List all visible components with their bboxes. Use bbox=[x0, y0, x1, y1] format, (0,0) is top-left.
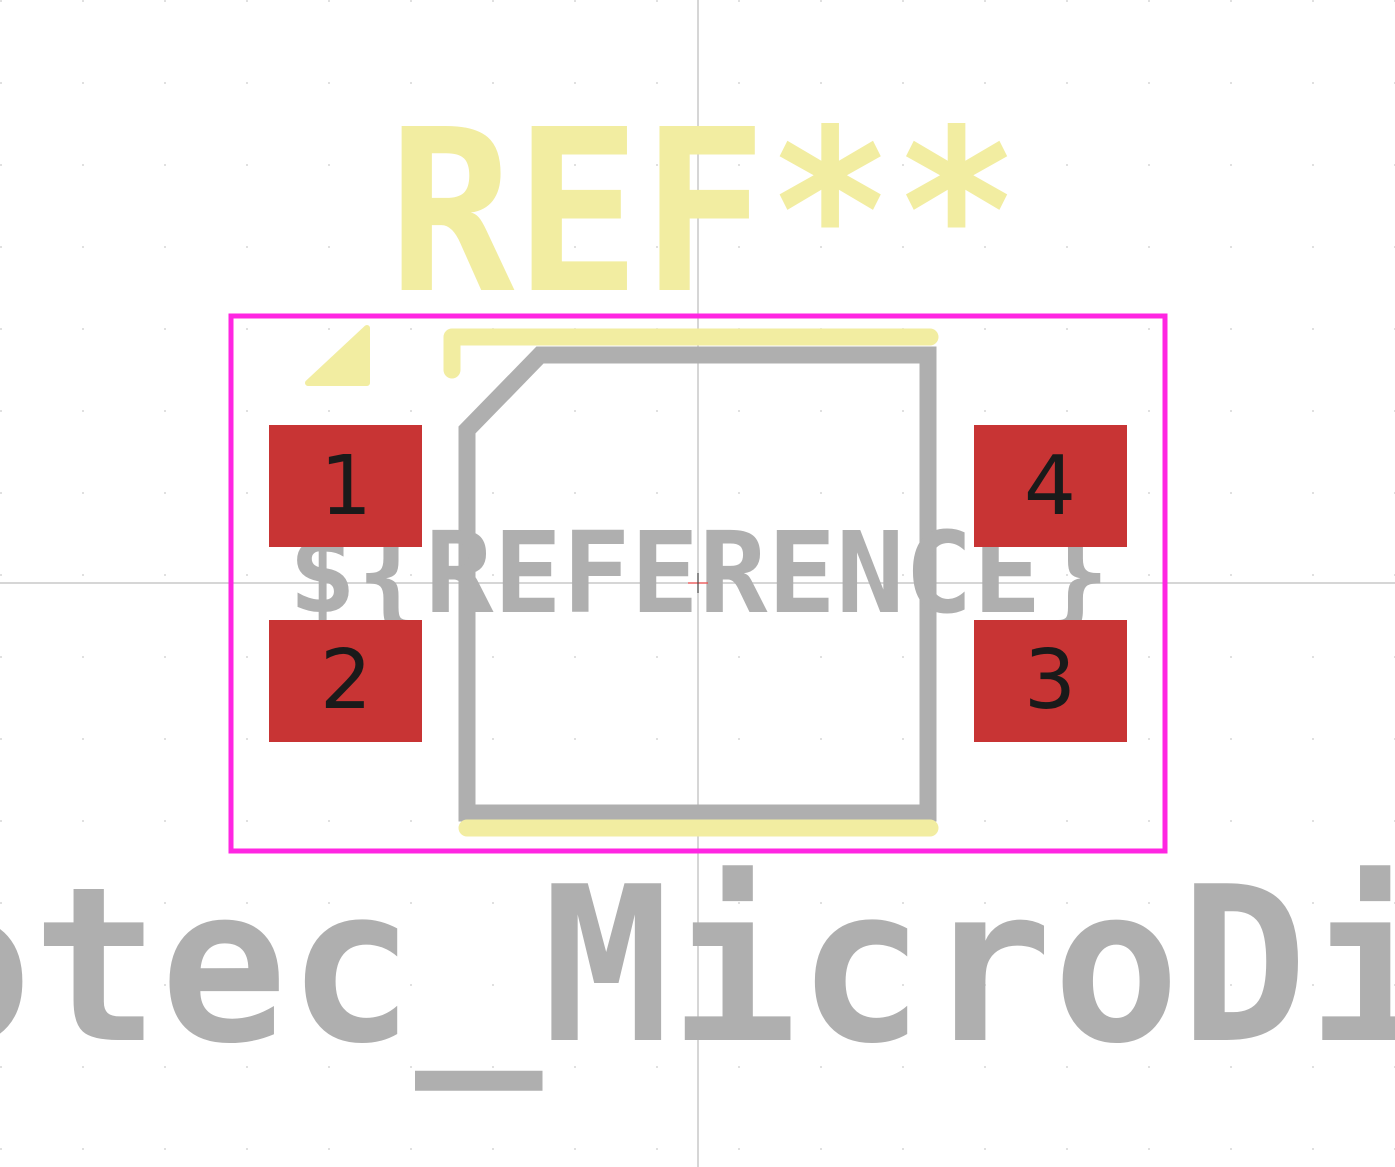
fab-body-outline bbox=[458, 346, 937, 822]
pad-4-copper bbox=[974, 425, 1127, 547]
pad-3-copper bbox=[974, 620, 1127, 742]
pad-4-number: 4 bbox=[1024, 439, 1076, 534]
courtyard-outline bbox=[228, 313, 1168, 854]
anchor-crosshair-icon bbox=[688, 573, 708, 593]
pad-3-number: 3 bbox=[1024, 633, 1076, 728]
pad-1-number: 1 bbox=[320, 439, 372, 534]
pad-3[interactable]: 3 bbox=[974, 620, 1127, 742]
pad-1[interactable]: 1 bbox=[269, 425, 422, 547]
reference-text[interactable]: REF** bbox=[388, 82, 1020, 344]
pad-2-copper bbox=[269, 620, 422, 742]
pin1-marker-triangle bbox=[305, 325, 370, 386]
pad-2[interactable]: 2 bbox=[269, 620, 422, 742]
pad-1-copper bbox=[269, 425, 422, 547]
silkscreen-top-line bbox=[443, 328, 939, 379]
fab-reference-text: ${REFERENCE} bbox=[288, 509, 1110, 639]
pad-2-number: 2 bbox=[320, 633, 372, 728]
value-text[interactable]: otec_MicroDi bbox=[0, 840, 1395, 1091]
pad-4[interactable]: 4 bbox=[974, 425, 1127, 547]
